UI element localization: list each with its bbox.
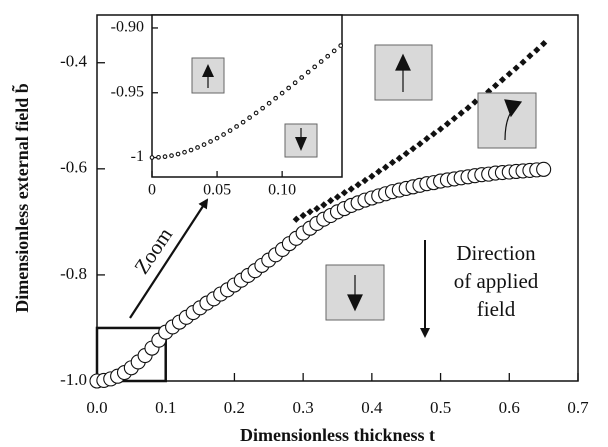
circle-point	[292, 80, 298, 86]
icon-arrows	[347, 53, 523, 312]
x-tick-label: 0.1	[155, 398, 176, 417]
circle-point	[175, 151, 181, 157]
circle-point	[227, 128, 233, 133]
diamond-point	[505, 70, 513, 78]
diamond-point	[299, 211, 307, 220]
circle-point	[260, 105, 265, 111]
x-tick-label: 0.05	[203, 182, 231, 199]
diamond-point	[361, 176, 369, 185]
circle-point	[169, 153, 174, 158]
diamond-point	[519, 58, 527, 66]
circle-point	[247, 115, 252, 120]
diamond-point	[423, 134, 431, 143]
diamond-point	[533, 46, 541, 54]
diamond-point	[430, 130, 438, 138]
x-tick-label: 0.3	[293, 398, 314, 417]
y-tick-label: -0.90	[111, 19, 144, 36]
diamond-point	[416, 140, 424, 148]
x-tick-label: 0.2	[224, 398, 245, 417]
diamond-point	[491, 81, 500, 90]
diamond-point	[375, 167, 383, 176]
circle-point	[325, 53, 331, 59]
circle-point	[149, 155, 155, 160]
circle-point	[331, 48, 337, 54]
y-tick-label: -0.4	[60, 52, 87, 71]
x-tick-label: 0.5	[430, 398, 451, 417]
circle-point	[240, 119, 246, 125]
direction-label: field	[477, 297, 516, 321]
circle-point	[221, 132, 226, 137]
diamond-point	[464, 104, 472, 112]
diamond-point	[498, 76, 507, 84]
x-tick-label: 0	[148, 182, 156, 199]
diamond-point	[402, 149, 410, 158]
zoom-box	[95, 326, 167, 383]
diamond-point	[512, 64, 520, 72]
circle-point	[214, 135, 220, 141]
diamond-point	[327, 197, 335, 205]
circle-point	[162, 154, 168, 160]
direction-label: of applied	[454, 269, 539, 293]
zoom-arrow	[129, 198, 209, 319]
circle-point	[195, 145, 200, 150]
circle-point	[286, 85, 291, 91]
circle-point	[208, 139, 213, 144]
diamond-point	[450, 114, 458, 123]
circle-point	[279, 90, 285, 96]
y-tick-label: -1	[131, 148, 144, 165]
y-tick-label: -0.8	[60, 264, 87, 283]
x-tick-label: 0.0	[86, 398, 107, 417]
circle-point	[188, 147, 194, 153]
diamond-point	[471, 98, 479, 106]
circle-point	[305, 69, 311, 75]
diamond-point	[306, 208, 314, 216]
circle-point	[156, 154, 161, 160]
diamond-point	[333, 193, 342, 201]
diamond-point	[526, 52, 534, 60]
x-axis-label: Dimensionless thickness t	[240, 425, 435, 445]
circle-point	[338, 43, 344, 48]
y-tick-label: -0.6	[60, 158, 87, 177]
circle-point	[182, 149, 187, 155]
inset-icons	[191, 57, 318, 158]
y-tick-label: -1.0	[60, 370, 87, 389]
circle-point	[312, 64, 318, 70]
circle-point	[273, 95, 278, 101]
diamond-point	[340, 189, 348, 197]
y-axis-label: Dimensionless external field b̃	[12, 83, 32, 313]
diamond-point	[347, 185, 355, 193]
y-tick-label: -0.95	[111, 83, 144, 100]
x-tick-label: 0.6	[499, 398, 520, 417]
diamond-point	[395, 154, 403, 162]
circle-point	[536, 161, 552, 177]
diamond-point	[436, 125, 445, 133]
diamond-point	[388, 158, 397, 167]
diamond-point	[320, 201, 328, 209]
diamond-point	[443, 120, 452, 128]
diamond-point	[409, 145, 417, 153]
circle-point	[201, 142, 207, 147]
diamond-point	[382, 163, 390, 171]
diamond-point	[292, 215, 300, 223]
diamond-point	[457, 109, 465, 117]
diamond-point	[368, 172, 376, 180]
circle-point	[299, 75, 305, 80]
x-tick-label: 0.10	[268, 182, 296, 199]
x-tick-label: 0.4	[361, 398, 383, 417]
direction-label: Direction	[456, 241, 536, 265]
diamond-point	[354, 181, 362, 189]
circle-point	[234, 124, 239, 129]
circle-point	[253, 110, 259, 116]
circle-point	[266, 100, 272, 106]
circle-point	[318, 59, 324, 64]
diamond-point	[313, 205, 321, 213]
diamond-point	[540, 40, 548, 48]
x-tick-label: 0.7	[567, 398, 589, 417]
